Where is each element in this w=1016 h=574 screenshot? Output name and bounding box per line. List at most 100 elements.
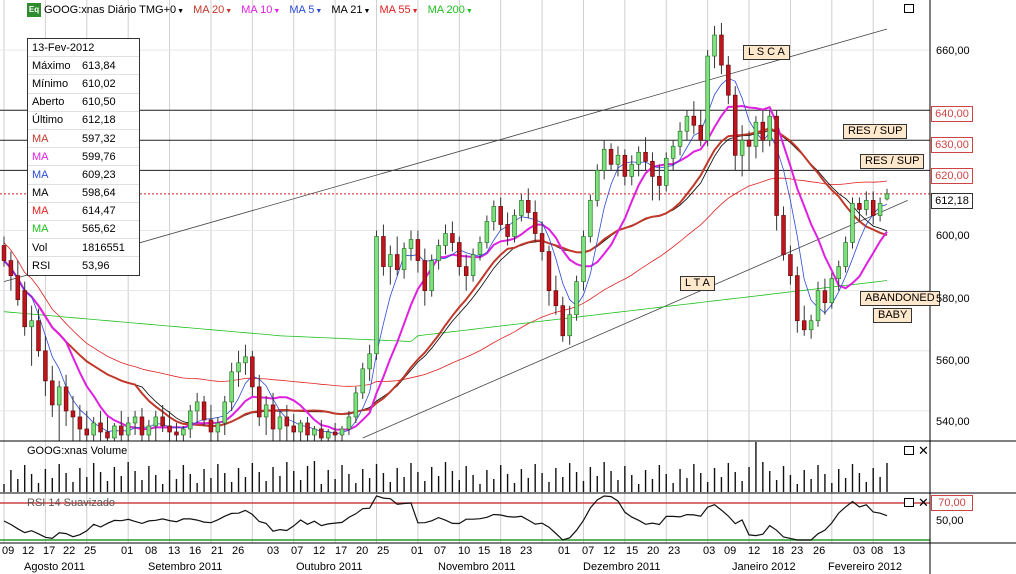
candle-body bbox=[346, 416, 352, 430]
candle bbox=[70, 395, 76, 441]
rsi-maximize-icon[interactable] bbox=[904, 498, 914, 507]
candle bbox=[712, 26, 717, 69]
eq-badge[interactable]: Eq bbox=[27, 3, 41, 17]
x-tick-label: 13 bbox=[893, 545, 906, 557]
candle bbox=[325, 428, 331, 441]
candle-body bbox=[781, 215, 786, 255]
x-tick-label: 17 bbox=[43, 545, 56, 557]
candle-body bbox=[112, 425, 117, 439]
candle-body bbox=[760, 121, 766, 141]
price-label-600: 600,00 bbox=[936, 230, 970, 242]
candle-body bbox=[574, 281, 579, 316]
candle bbox=[739, 125, 745, 177]
candle-body bbox=[739, 139, 745, 156]
candle bbox=[305, 416, 310, 441]
candle bbox=[781, 206, 786, 261]
candle-body bbox=[215, 422, 221, 433]
candle bbox=[119, 410, 124, 441]
candle bbox=[691, 101, 697, 135]
candle bbox=[174, 422, 179, 441]
candle-body bbox=[801, 320, 807, 331]
candle bbox=[312, 425, 317, 441]
candle-body bbox=[746, 139, 752, 147]
ma-line bbox=[3, 104, 888, 431]
info-label: MA bbox=[32, 205, 49, 218]
candle-body bbox=[457, 242, 462, 267]
symbol-label[interactable]: GOOG:xnas Diário TMG+0▼ bbox=[44, 4, 185, 16]
candle bbox=[850, 197, 855, 249]
x-tick-label: 10 bbox=[458, 545, 471, 557]
annotation-abandoned: ABANDONED bbox=[860, 291, 940, 306]
candle-body bbox=[181, 428, 186, 436]
candle bbox=[243, 344, 248, 375]
info-value: 613,84 bbox=[82, 59, 116, 72]
candle-body bbox=[291, 425, 296, 433]
candle bbox=[636, 146, 641, 177]
indicator-ma5[interactable]: MA 5▼ bbox=[289, 4, 323, 16]
x-tick-label: 22 bbox=[63, 545, 76, 557]
candle bbox=[457, 236, 462, 276]
candle-body bbox=[367, 353, 372, 370]
info-label: Máximo bbox=[32, 59, 71, 72]
indicator-ma20[interactable]: MA 20▼ bbox=[193, 4, 233, 16]
indicator-ma21[interactable]: MA 21▼ bbox=[331, 4, 371, 16]
candle bbox=[43, 335, 48, 396]
volume-panel-label: GOOG:xnas Volume bbox=[27, 445, 128, 457]
lta-trend-line bbox=[362, 200, 908, 439]
candle bbox=[381, 224, 386, 276]
candle bbox=[194, 392, 200, 423]
info-value: 610,50 bbox=[82, 96, 116, 109]
volume-maximize-icon[interactable] bbox=[904, 446, 914, 455]
candle bbox=[284, 404, 290, 441]
rsi-mid-label: 50,00 bbox=[936, 515, 964, 527]
candle bbox=[201, 395, 207, 426]
x-month-label: Outubro 2011 bbox=[296, 561, 363, 573]
candle-body bbox=[532, 212, 538, 234]
info-row: MA 565,62 bbox=[28, 221, 139, 240]
info-row: Máximo 613,84 bbox=[28, 57, 139, 76]
x-tick-label: 07 bbox=[291, 545, 304, 557]
candle bbox=[836, 260, 841, 291]
candle-body bbox=[208, 419, 214, 433]
candle-body bbox=[843, 242, 848, 267]
rsi-upper-level: 70,00 bbox=[931, 495, 973, 511]
rsi-series bbox=[3, 495, 888, 541]
candle bbox=[236, 350, 241, 387]
indicator-ma200[interactable]: MA 200▼ bbox=[427, 4, 473, 16]
candle bbox=[629, 155, 635, 186]
candle bbox=[250, 350, 255, 396]
indicator-ma10[interactable]: MA 10▼ bbox=[241, 4, 281, 16]
candle bbox=[1, 236, 7, 267]
info-value: 565,62 bbox=[82, 223, 116, 236]
candle-body bbox=[305, 422, 310, 436]
candle-body bbox=[477, 242, 483, 255]
price-label-560: 560,00 bbox=[936, 355, 970, 367]
info-row: Mínimo 610,02 bbox=[28, 75, 139, 94]
info-row: Vol 1816551 bbox=[28, 239, 139, 258]
x-tick-label: 03 bbox=[267, 545, 280, 557]
candle-body bbox=[36, 320, 41, 352]
candle bbox=[581, 230, 586, 291]
candle-body bbox=[174, 431, 179, 436]
x-tick-label: 18 bbox=[499, 545, 512, 557]
candle bbox=[808, 314, 814, 339]
x-tick-label: 13 bbox=[168, 545, 181, 557]
candle-body bbox=[119, 425, 124, 436]
candle-body bbox=[595, 170, 600, 201]
candle-body bbox=[505, 224, 510, 237]
x-tick-label: 07 bbox=[434, 545, 447, 557]
x-tick-label: 25 bbox=[84, 545, 97, 557]
candle-body bbox=[229, 371, 234, 403]
info-row: Último 612,18 bbox=[28, 112, 139, 130]
rsi-close-icon[interactable]: ✕ bbox=[918, 495, 929, 510]
candle-body bbox=[139, 416, 145, 436]
candle-body bbox=[726, 64, 731, 96]
candle bbox=[8, 251, 14, 291]
volume-close-icon[interactable]: ✕ bbox=[918, 443, 929, 458]
candle bbox=[553, 275, 559, 315]
info-row: RSI 53,96 bbox=[28, 257, 139, 275]
candle bbox=[388, 245, 393, 285]
maximize-icon[interactable] bbox=[904, 4, 914, 13]
indicator-ma55[interactable]: MA 55▼ bbox=[379, 4, 419, 16]
